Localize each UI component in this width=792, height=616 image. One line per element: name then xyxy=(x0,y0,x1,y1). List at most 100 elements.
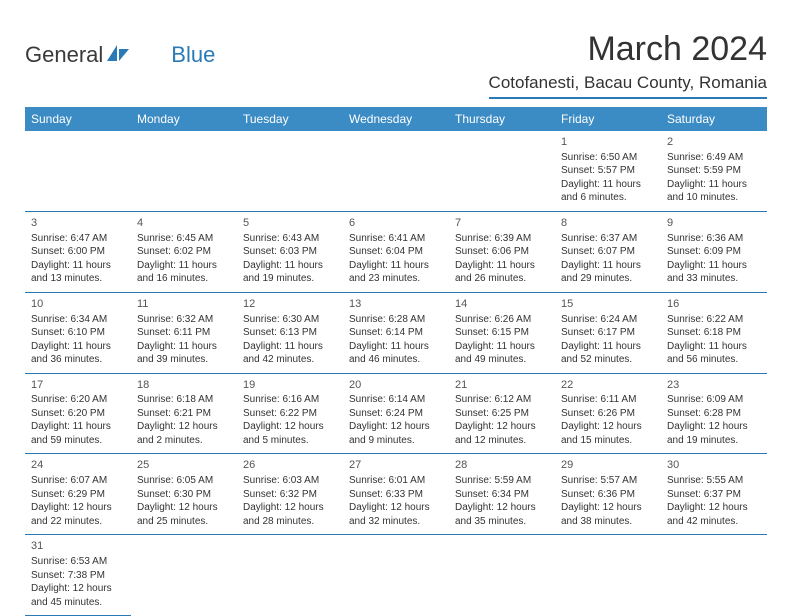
page-title: March 2024 xyxy=(489,30,767,69)
sunrise-text: Sunrise: 6:36 AM xyxy=(667,232,761,246)
sunset-text: Sunset: 6:26 PM xyxy=(561,407,655,421)
daylight-text: Daylight: 11 hours and 19 minutes. xyxy=(243,259,337,286)
day-number: 21 xyxy=(455,378,549,393)
calendar-cell: 10Sunrise: 6:34 AMSunset: 6:10 PMDayligh… xyxy=(25,292,131,373)
daylight-text: Daylight: 11 hours and 46 minutes. xyxy=(349,340,443,367)
sunset-text: Sunset: 5:59 PM xyxy=(667,164,761,178)
calendar-cell: 6Sunrise: 6:41 AMSunset: 6:04 PMDaylight… xyxy=(343,211,449,292)
daylight-text: Daylight: 11 hours and 59 minutes. xyxy=(31,420,125,447)
calendar-row: 17Sunrise: 6:20 AMSunset: 6:20 PMDayligh… xyxy=(25,373,767,454)
calendar-row: 3Sunrise: 6:47 AMSunset: 6:00 PMDaylight… xyxy=(25,211,767,292)
sunset-text: Sunset: 6:25 PM xyxy=(455,407,549,421)
day-number: 26 xyxy=(243,458,337,473)
day-header-row: SundayMondayTuesdayWednesdayThursdayFrid… xyxy=(25,107,767,131)
sunset-text: Sunset: 6:37 PM xyxy=(667,488,761,502)
calendar-cell: 5Sunrise: 6:43 AMSunset: 6:03 PMDaylight… xyxy=(237,211,343,292)
location-label: Cotofanesti, Bacau County, Romania xyxy=(489,73,767,99)
daylight-text: Daylight: 12 hours and 2 minutes. xyxy=(137,420,231,447)
sunrise-text: Sunrise: 6:32 AM xyxy=(137,313,231,327)
daylight-text: Daylight: 12 hours and 32 minutes. xyxy=(349,501,443,528)
day-header: Tuesday xyxy=(237,107,343,131)
sunset-text: Sunset: 5:57 PM xyxy=(561,164,655,178)
daylight-text: Daylight: 12 hours and 15 minutes. xyxy=(561,420,655,447)
day-number: 10 xyxy=(31,297,125,312)
calendar-cell: 22Sunrise: 6:11 AMSunset: 6:26 PMDayligh… xyxy=(555,373,661,454)
day-number: 5 xyxy=(243,216,337,231)
day-number: 2 xyxy=(667,135,761,150)
day-number: 16 xyxy=(667,297,761,312)
sunrise-text: Sunrise: 6:12 AM xyxy=(455,393,549,407)
daylight-text: Daylight: 12 hours and 38 minutes. xyxy=(561,501,655,528)
calendar-cell: 18Sunrise: 6:18 AMSunset: 6:21 PMDayligh… xyxy=(131,373,237,454)
day-number: 12 xyxy=(243,297,337,312)
sunrise-text: Sunrise: 6:50 AM xyxy=(561,151,655,165)
sunrise-text: Sunrise: 6:41 AM xyxy=(349,232,443,246)
sunset-text: Sunset: 6:07 PM xyxy=(561,245,655,259)
daylight-text: Daylight: 12 hours and 35 minutes. xyxy=(455,501,549,528)
day-header: Thursday xyxy=(449,107,555,131)
day-number: 4 xyxy=(137,216,231,231)
daylight-text: Daylight: 12 hours and 19 minutes. xyxy=(667,420,761,447)
calendar-cell xyxy=(555,535,661,616)
day-number: 8 xyxy=(561,216,655,231)
day-number: 27 xyxy=(349,458,443,473)
sunset-text: Sunset: 6:03 PM xyxy=(243,245,337,259)
daylight-text: Daylight: 11 hours and 33 minutes. xyxy=(667,259,761,286)
sunrise-text: Sunrise: 5:59 AM xyxy=(455,474,549,488)
day-number: 29 xyxy=(561,458,655,473)
day-number: 1 xyxy=(561,135,655,150)
sunset-text: Sunset: 6:28 PM xyxy=(667,407,761,421)
sunrise-text: Sunrise: 6:22 AM xyxy=(667,313,761,327)
daylight-text: Daylight: 11 hours and 29 minutes. xyxy=(561,259,655,286)
calendar-cell xyxy=(25,131,131,211)
day-number: 28 xyxy=(455,458,549,473)
calendar-cell: 8Sunrise: 6:37 AMSunset: 6:07 PMDaylight… xyxy=(555,211,661,292)
day-number: 15 xyxy=(561,297,655,312)
daylight-text: Daylight: 11 hours and 6 minutes. xyxy=(561,178,655,205)
sunset-text: Sunset: 6:13 PM xyxy=(243,326,337,340)
calendar-cell: 4Sunrise: 6:45 AMSunset: 6:02 PMDaylight… xyxy=(131,211,237,292)
calendar-cell: 17Sunrise: 6:20 AMSunset: 6:20 PMDayligh… xyxy=(25,373,131,454)
sunset-text: Sunset: 6:30 PM xyxy=(137,488,231,502)
sunrise-text: Sunrise: 6:28 AM xyxy=(349,313,443,327)
sunset-text: Sunset: 6:29 PM xyxy=(31,488,125,502)
calendar-cell: 25Sunrise: 6:05 AMSunset: 6:30 PMDayligh… xyxy=(131,454,237,535)
calendar-cell xyxy=(237,535,343,616)
calendar-cell: 7Sunrise: 6:39 AMSunset: 6:06 PMDaylight… xyxy=(449,211,555,292)
sunrise-text: Sunrise: 6:05 AM xyxy=(137,474,231,488)
sunset-text: Sunset: 6:11 PM xyxy=(137,326,231,340)
sunrise-text: Sunrise: 6:07 AM xyxy=(31,474,125,488)
sunset-text: Sunset: 6:33 PM xyxy=(349,488,443,502)
calendar-cell xyxy=(131,131,237,211)
calendar-cell: 16Sunrise: 6:22 AMSunset: 6:18 PMDayligh… xyxy=(661,292,767,373)
sunrise-text: Sunrise: 6:34 AM xyxy=(31,313,125,327)
day-number: 22 xyxy=(561,378,655,393)
day-number: 7 xyxy=(455,216,549,231)
day-header: Monday xyxy=(131,107,237,131)
sunset-text: Sunset: 6:36 PM xyxy=(561,488,655,502)
day-header: Saturday xyxy=(661,107,767,131)
calendar-cell: 11Sunrise: 6:32 AMSunset: 6:11 PMDayligh… xyxy=(131,292,237,373)
day-header: Sunday xyxy=(25,107,131,131)
sunset-text: Sunset: 6:00 PM xyxy=(31,245,125,259)
day-number: 11 xyxy=(137,297,231,312)
sunrise-text: Sunrise: 6:18 AM xyxy=(137,393,231,407)
daylight-text: Daylight: 11 hours and 42 minutes. xyxy=(243,340,337,367)
day-header: Friday xyxy=(555,107,661,131)
calendar-cell: 15Sunrise: 6:24 AMSunset: 6:17 PMDayligh… xyxy=(555,292,661,373)
calendar-row: 24Sunrise: 6:07 AMSunset: 6:29 PMDayligh… xyxy=(25,454,767,535)
day-number: 25 xyxy=(137,458,231,473)
daylight-text: Daylight: 12 hours and 42 minutes. xyxy=(667,501,761,528)
daylight-text: Daylight: 12 hours and 12 minutes. xyxy=(455,420,549,447)
sunrise-text: Sunrise: 5:57 AM xyxy=(561,474,655,488)
sunrise-text: Sunrise: 6:43 AM xyxy=(243,232,337,246)
calendar-cell: 3Sunrise: 6:47 AMSunset: 6:00 PMDaylight… xyxy=(25,211,131,292)
sunrise-text: Sunrise: 6:01 AM xyxy=(349,474,443,488)
sunset-text: Sunset: 6:06 PM xyxy=(455,245,549,259)
day-number: 18 xyxy=(137,378,231,393)
calendar-cell: 23Sunrise: 6:09 AMSunset: 6:28 PMDayligh… xyxy=(661,373,767,454)
calendar-cell: 31Sunrise: 6:53 AMSunset: 7:38 PMDayligh… xyxy=(25,535,131,616)
daylight-text: Daylight: 11 hours and 39 minutes. xyxy=(137,340,231,367)
calendar-cell xyxy=(343,131,449,211)
calendar-cell: 26Sunrise: 6:03 AMSunset: 6:32 PMDayligh… xyxy=(237,454,343,535)
